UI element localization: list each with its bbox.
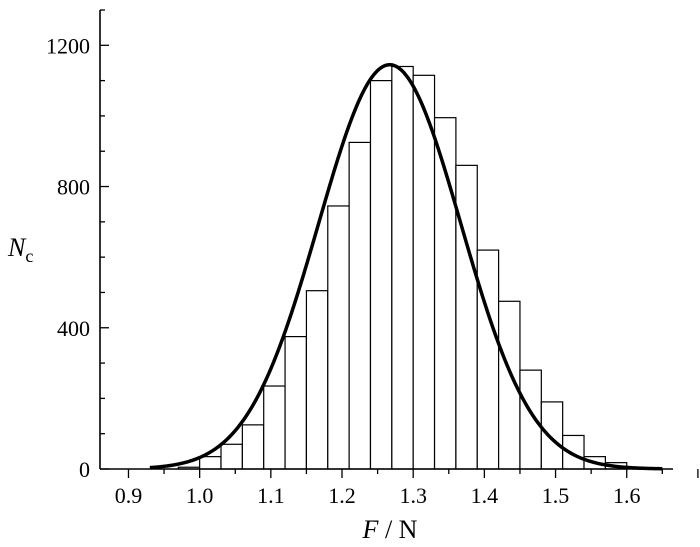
x-tick-label: 1.4 — [471, 483, 499, 508]
histogram-bar — [284, 335, 308, 470]
y-tick-label: 1200 — [46, 33, 90, 58]
histogram-bar — [540, 401, 564, 470]
histogram-bar — [519, 369, 542, 470]
y-tick-label: 800 — [57, 175, 90, 200]
histogram-bar — [348, 141, 372, 470]
x-tick-label: 1.2 — [328, 483, 356, 508]
histogram-bar — [220, 443, 243, 470]
y-tick-label: 400 — [57, 316, 90, 341]
histogram-bar — [455, 164, 478, 470]
histogram-bar — [263, 385, 286, 470]
x-tick-label: 0.9 — [115, 483, 143, 508]
y-tick-labels: 0 400 800 1200 — [46, 33, 90, 482]
histogram-bar — [305, 290, 329, 470]
x-tick-label: 1.1 — [257, 483, 285, 508]
x-tick-labels: 0.9 1.0 1.1 1.2 1.3 1.4 1.5 1.6 — [115, 483, 641, 508]
x-axis-label: F / N — [362, 515, 418, 544]
histogram-bar — [476, 249, 500, 470]
y-tick-label: 0 — [79, 457, 90, 482]
gaussian-fit-curve — [149, 62, 663, 471]
x-tick-label: 1.6 — [613, 483, 641, 508]
histogram-bar — [391, 65, 414, 470]
y-axis-label: Nc — [7, 233, 33, 266]
histogram-bar — [369, 80, 393, 470]
histogram-bars — [177, 65, 628, 470]
x-tick-label: 1.0 — [186, 483, 214, 508]
histogram-bar — [199, 456, 222, 470]
histogram-bar — [241, 424, 265, 470]
histogram-bar — [562, 434, 585, 470]
histogram-bar — [327, 205, 350, 470]
histogram-bar — [412, 74, 436, 470]
x-tick-label: 1.5 — [542, 483, 570, 508]
x-tick-label: 1.3 — [399, 483, 427, 508]
